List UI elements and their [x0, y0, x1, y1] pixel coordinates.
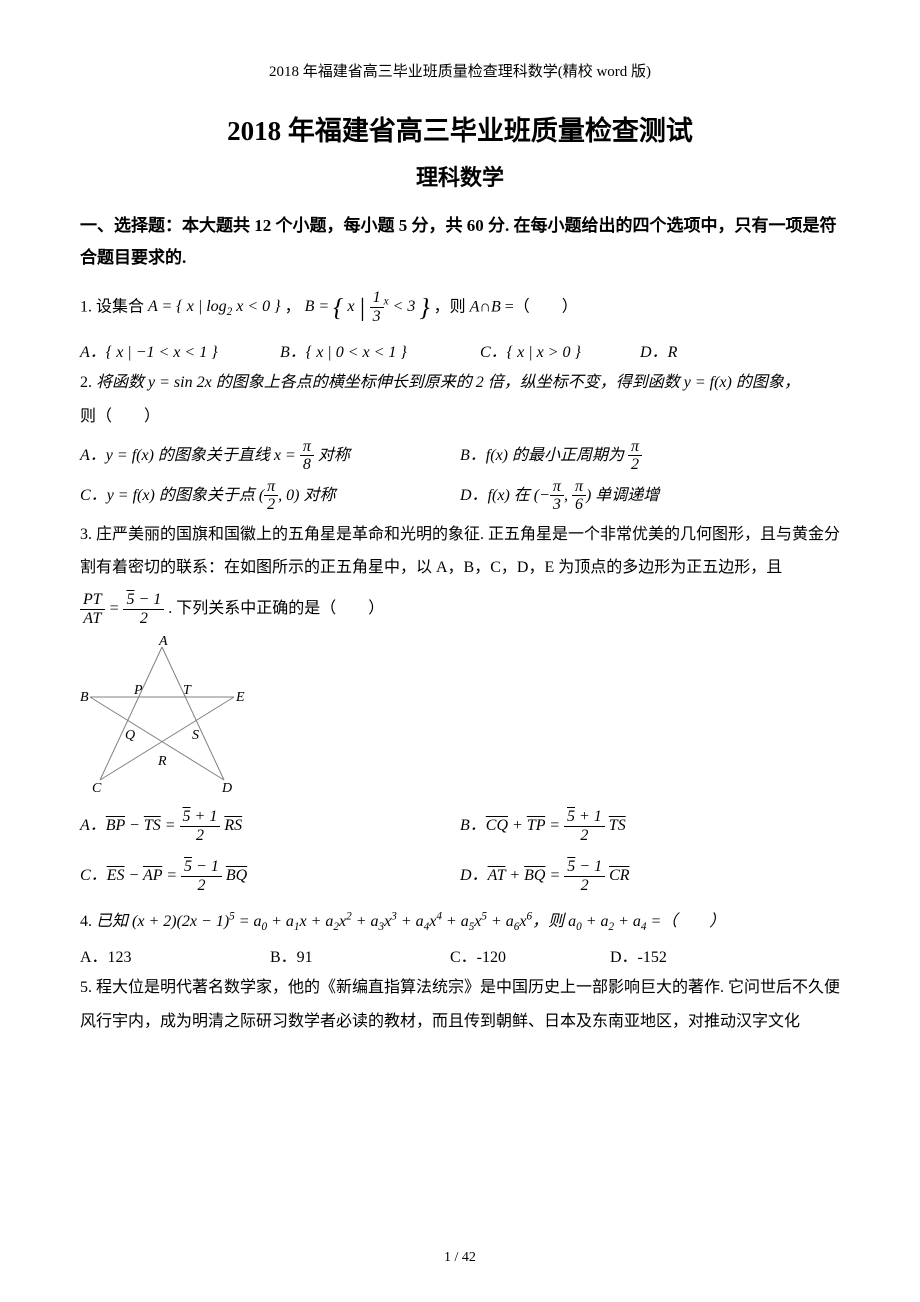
page-header: 2018 年福建省高三毕业班质量检查理科数学(精校 word 版) — [80, 60, 840, 81]
pentagram-figure: A B C D E P T Q S R — [80, 635, 840, 800]
question-4: 4. 已知 (x + 2)(2x − 1)5 = a0 + a1x + a2x2… — [80, 905, 840, 940]
q3-option-d: D．AT + BQ = 5 − 12 CR — [460, 858, 840, 894]
q2-options-cd: C．y = f(x) 的图象关于点 (π2, 0) 对称 D．f(x) 在 (−… — [80, 478, 840, 514]
comma: ， — [285, 298, 301, 315]
question-tail: 则（ ） — [80, 400, 840, 434]
question-number: 3. — [80, 526, 92, 543]
star-label-r: R — [157, 754, 167, 769]
q1-option-d: D．R — [640, 338, 677, 362]
q4-option-d: D．-152 — [610, 943, 667, 967]
q2-options-ab: A．y = f(x) 的图象关于直线 x = π8 对称 B．f(x) 的最小正… — [80, 438, 840, 474]
document-title: 2018 年福建省高三毕业班质量检查测试 — [80, 109, 840, 148]
question-number: 4. — [80, 913, 92, 930]
q4-options: A．123 B．91 C．-120 D．-152 — [80, 943, 840, 967]
q3-options-cd: C．ES − AP = 5 − 12 BQ D．AT + BQ = 5 − 12… — [80, 858, 840, 894]
q2-option-c: C．y = f(x) 的图象关于点 (π2, 0) 对称 — [80, 478, 460, 514]
star-label-q: Q — [125, 728, 135, 743]
stem-tail: . 下列关系中正确的是（ ） — [168, 600, 384, 617]
q1-option-b: B．{ x | 0 < x < 1 } — [280, 338, 480, 362]
q4-option-a: A．123 — [80, 943, 270, 967]
question-tail: ，则 A∩B =（ ） — [434, 298, 578, 315]
eq-sign: = — [109, 600, 124, 617]
pentagram-svg: A B C D E P T Q S R — [80, 635, 245, 795]
page-number: 1 / 42 — [0, 1250, 920, 1266]
star-label-b: B — [80, 690, 89, 705]
star-label-a: A — [158, 635, 168, 649]
question-stem-text: 已知 (x + 2)(2x − 1)5 = a0 + a1x + a2x2 + … — [96, 913, 725, 930]
ratio-lhs: PTAT — [80, 591, 105, 627]
q4-option-c: C．-120 — [450, 943, 610, 967]
q3-option-b: B．CQ + TP = 5 + 12 TS — [460, 808, 840, 844]
question-stem-text: 庄严美丽的国旗和国徽上的五角星是革命和光明的象征. 正五角星是一个非常优美的几何… — [80, 526, 840, 577]
q2-option-a: A．y = f(x) 的图象关于直线 x = π8 对称 — [80, 438, 460, 474]
star-label-p: P — [133, 683, 143, 698]
q1-option-a: A．{ x | −1 < x < 1 } — [80, 338, 280, 362]
star-label-e: E — [235, 690, 245, 705]
star-label-c: C — [92, 781, 102, 795]
set-b: B = { x | 13x < 3 } — [305, 298, 430, 315]
q4-option-b: B．91 — [270, 943, 450, 967]
star-label-s: S — [192, 728, 199, 743]
section-instruction: 一、选择题：本大题共 12 个小题，每小题 5 分，共 60 分. 在每小题给出… — [80, 210, 840, 275]
question-stem-text: 将函数 y = sin 2x 的图象上各点的横坐标伸长到原来的 2 倍，纵坐标不… — [96, 374, 800, 391]
q3-options-ab: A．BP − TS = 5 + 12 RS B．CQ + TP = 5 + 12… — [80, 808, 840, 844]
question-2: 2. 将函数 y = sin 2x 的图象上各点的横坐标伸长到原来的 2 倍，纵… — [80, 366, 840, 433]
question-stem-text: 设集合 — [96, 298, 148, 315]
question-stem-text: 程大位是明代著名数学家，他的《新编直指算法统宗》是中国历史上一部影响巨大的著作.… — [80, 979, 840, 1030]
ratio-rhs: 5 − 12 — [123, 591, 164, 627]
document-subtitle: 理科数学 — [80, 160, 840, 192]
q1-options: A．{ x | −1 < x < 1 } B．{ x | 0 < x < 1 }… — [80, 338, 840, 362]
q3-option-a: A．BP − TS = 5 + 12 RS — [80, 808, 460, 844]
star-label-d: D — [221, 781, 232, 795]
q3-option-c: C．ES − AP = 5 − 12 BQ — [80, 858, 460, 894]
question-number: 1. — [80, 298, 92, 315]
q1-option-c: C．{ x | x > 0 } — [480, 338, 640, 362]
q2-option-d: D．f(x) 在 (−π3, π6) 单调递增 — [460, 478, 840, 514]
question-3: 3. 庄严美丽的国旗和国徽上的五角星是革命和光明的象征. 正五角星是一个非常优美… — [80, 518, 840, 627]
star-label-t: T — [183, 683, 192, 698]
question-5: 5. 程大位是明代著名数学家，他的《新编直指算法统宗》是中国历史上一部影响巨大的… — [80, 971, 840, 1038]
set-a: A = { x | log2 x < 0 } — [148, 298, 281, 315]
q2-option-b: B．f(x) 的最小正周期为 π2 — [460, 438, 840, 474]
question-1: 1. 设集合 A = { x | log2 x < 0 } ， B = { x … — [80, 281, 840, 335]
question-number: 2. — [80, 374, 92, 391]
question-number: 5. — [80, 979, 92, 996]
